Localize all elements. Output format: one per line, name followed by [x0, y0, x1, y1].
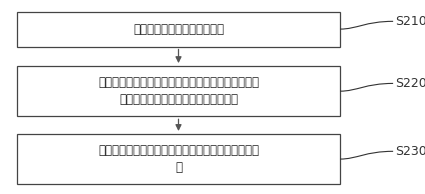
- Text: 将左眼画面的每一灰阶数据分别与右眼画面对应的灰
阶数据进行比较，以产生多个比较结果: 将左眼画面的每一灰阶数据分别与右眼画面对应的灰 阶数据进行比较，以产生多个比较结…: [98, 76, 259, 106]
- Text: S210: S210: [395, 15, 425, 28]
- Text: 依据比较结果产生对应左眼画面或右眼画面的补偿画
面: 依据比较结果产生对应左眼画面或右眼画面的补偿画 面: [98, 144, 259, 174]
- Bar: [17, 134, 340, 184]
- Text: 依序接收左眼画面及右眼画面: 依序接收左眼画面及右眼画面: [133, 23, 224, 36]
- Text: S220: S220: [395, 77, 425, 90]
- Bar: [17, 66, 340, 116]
- Bar: [17, 12, 340, 47]
- Text: S230: S230: [395, 145, 425, 158]
